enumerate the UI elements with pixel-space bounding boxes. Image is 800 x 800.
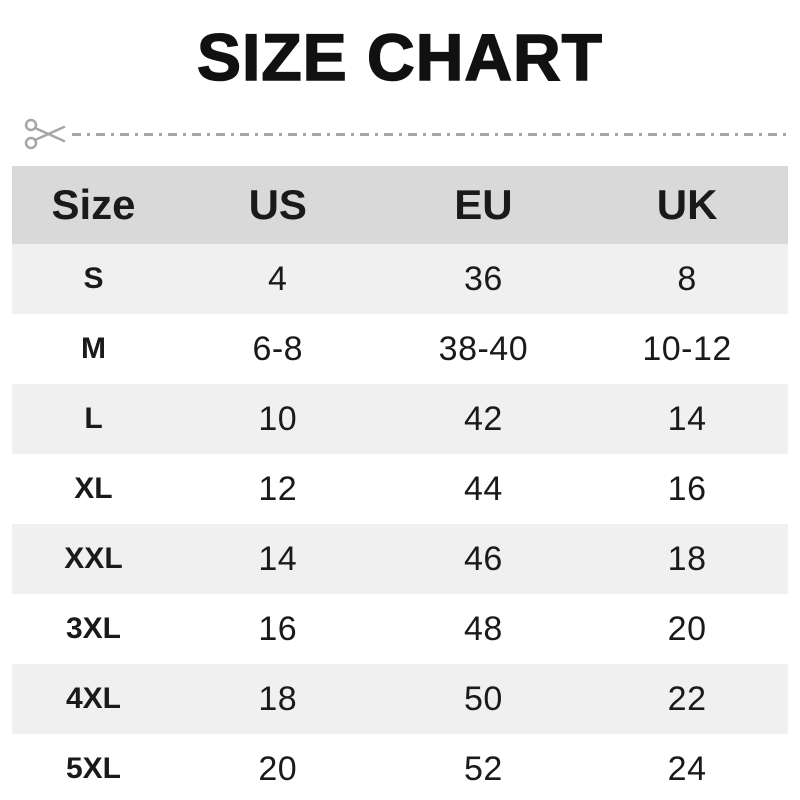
uk-cell: 14 (667, 399, 707, 438)
us-cell: 6-8 (252, 329, 304, 368)
size-cell: L (84, 402, 103, 435)
us-cell: 12 (258, 469, 298, 508)
us-cell: 20 (258, 749, 298, 788)
us-cell: 4 (268, 259, 288, 298)
table-row: S 4 36 8 (12, 244, 788, 314)
size-cell: M (80, 332, 106, 365)
size-cell: S (83, 262, 104, 295)
uk-cell: 16 (667, 469, 707, 508)
table-row: 3XL 16 48 20 (12, 594, 788, 664)
uk-cell: 10-12 (642, 329, 732, 368)
us-cell: 18 (258, 679, 298, 718)
size-table: Size US EU UK S 4 36 8 M 6-8 38-40 10-12… (12, 166, 788, 800)
eu-cell: 48 (463, 609, 503, 648)
table-row: L 10 42 14 (12, 384, 788, 454)
eu-cell: 50 (463, 679, 503, 718)
eu-cell: 44 (463, 469, 503, 508)
eu-cell: 46 (463, 539, 503, 578)
uk-cell: 22 (667, 679, 707, 718)
table-row: 4XL 18 50 22 (12, 664, 788, 734)
eu-cell: 42 (463, 399, 503, 438)
size-cell: XXL (64, 542, 123, 575)
header-us: US (248, 181, 307, 228)
page-title: SIZE CHART (196, 20, 603, 94)
table-row: XXL 14 46 18 (12, 524, 788, 594)
size-cell: 3XL (65, 612, 121, 645)
uk-cell: 18 (667, 539, 707, 578)
table-row: M 6-8 38-40 10-12 (12, 314, 788, 384)
size-cell: XL (74, 472, 113, 505)
table-row: XL 12 44 16 (12, 454, 788, 524)
header-uk: UK (656, 181, 718, 228)
header-size: Size (51, 181, 136, 228)
size-cell: 4XL (65, 682, 121, 715)
scissors-icon (24, 118, 66, 150)
header-eu: EU (454, 181, 513, 228)
us-cell: 16 (258, 609, 298, 648)
eu-cell: 52 (463, 749, 503, 788)
us-cell: 14 (258, 539, 298, 578)
dashed-cut-line (72, 132, 790, 136)
eu-cell: 36 (463, 259, 503, 298)
table-row: 5XL 20 52 24 (12, 734, 788, 800)
cut-line (24, 114, 790, 154)
uk-cell: 8 (677, 259, 697, 298)
eu-cell: 38-40 (438, 329, 529, 368)
size-cell: 5XL (65, 752, 121, 785)
uk-cell: 20 (667, 609, 707, 648)
uk-cell: 24 (667, 749, 707, 788)
us-cell: 10 (258, 399, 298, 438)
table-header-row: Size US EU UK (12, 166, 788, 244)
